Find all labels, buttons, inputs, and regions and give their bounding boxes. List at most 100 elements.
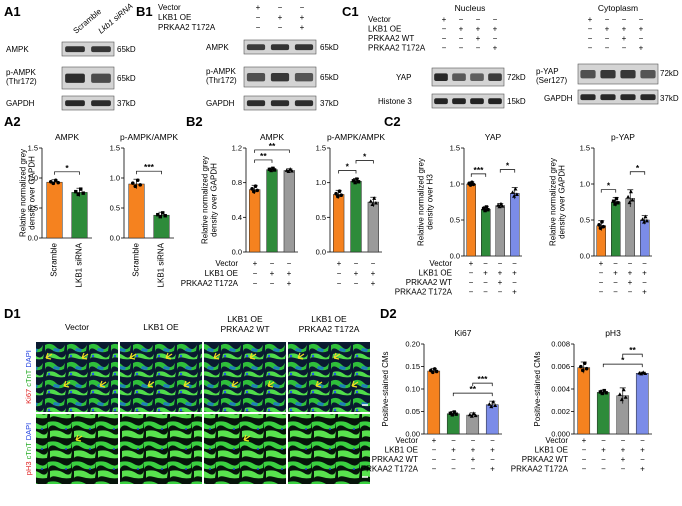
y-axis-label-line: Positive-stained CMs (533, 351, 542, 426)
a1-row-label-line: GAPDH (6, 99, 35, 108)
c1-sign: + (476, 25, 481, 34)
b2-left-sign: + (287, 269, 292, 278)
c2-right-sign: − (642, 278, 647, 287)
d2-right-condition-label: LKB1 OE (535, 446, 568, 455)
d2-left-sign: − (490, 436, 495, 445)
data-point (434, 369, 439, 374)
b1-sign: − (278, 23, 283, 32)
b1-sign: − (278, 3, 283, 12)
b2-right-sign: − (354, 259, 359, 268)
c1-sign: − (476, 15, 481, 24)
c1-sign: − (493, 34, 498, 43)
bar (333, 194, 345, 253)
c1-blot-band (470, 98, 484, 105)
data-point (337, 189, 342, 194)
c2-right-sign: + (599, 259, 604, 268)
c2-right-sign: − (628, 288, 633, 297)
d2-left-condition-label: Vector (395, 436, 418, 445)
bar (427, 370, 441, 435)
arrow-marker-icon (249, 352, 257, 360)
c2-right-sign: − (628, 259, 633, 268)
y-tick-label: 1.5 (110, 144, 120, 153)
significance-bracket (470, 173, 487, 177)
c1-sign: + (476, 34, 481, 43)
b1-blot-band (270, 100, 290, 107)
data-point (138, 183, 143, 187)
arrow-marker-icon (213, 352, 221, 360)
b2-right-sign: − (354, 279, 359, 288)
significance-label: * (65, 163, 69, 173)
c1-sign: + (622, 25, 627, 34)
d2-right-sign: − (582, 446, 587, 455)
significance-bracket (338, 170, 357, 174)
data-point (163, 214, 167, 218)
data-point (497, 204, 502, 209)
stain-label-ki67-part: DAPI (24, 350, 33, 370)
d2-left-condition-label: PRKAA2 WT (372, 455, 418, 464)
c1-sign: − (588, 34, 593, 43)
y-tick-label: 0.004 (551, 385, 570, 394)
c1-blot-band (452, 98, 466, 105)
d2-right-sign: + (640, 465, 645, 474)
c1-sign: − (493, 15, 498, 24)
data-point (255, 188, 260, 193)
b2-right-sign: + (371, 269, 376, 278)
chart-title: YAP (485, 132, 502, 142)
c1-sign: + (622, 34, 627, 43)
data-point (481, 206, 486, 211)
y-tick-label: 1.0 (28, 174, 38, 183)
arrow-marker-icon (243, 434, 251, 442)
c2-right-sign: + (642, 269, 647, 278)
data-point (432, 367, 437, 371)
data-point (450, 413, 454, 417)
y-tick-label: 0.4 (232, 213, 242, 222)
b1-sign: − (256, 13, 261, 22)
c1-sign: − (588, 25, 593, 34)
b2-left-sign: − (253, 279, 258, 288)
c1-kd-label: 72kD (507, 73, 526, 82)
data-point (368, 199, 373, 203)
d2-left-sign: − (471, 465, 476, 474)
arrow-marker-icon (129, 352, 137, 360)
y-tick-label: 0.0 (110, 234, 120, 243)
data-point (286, 169, 291, 173)
data-point (452, 410, 456, 414)
data-point (339, 193, 344, 198)
b2-right-sign: − (337, 279, 342, 288)
c1-sign: + (493, 44, 498, 53)
y-axis-label-line: Positive-stained CMs (381, 351, 390, 426)
arrow-marker-icon (267, 380, 275, 388)
c2-left-sign: + (498, 269, 503, 278)
data-point (271, 166, 275, 171)
b2-left-sign: − (253, 269, 258, 278)
data-point (373, 200, 378, 205)
data-point (468, 183, 473, 187)
b1-row-label-line: (Thr172) (206, 76, 237, 85)
c1-row-label: YAP (396, 73, 411, 82)
c1-kd-label: 72kD (660, 69, 679, 78)
stain-label-ph3: pH3 cTnT DAPI (24, 423, 33, 475)
data-point (53, 178, 58, 183)
data-point (597, 223, 601, 227)
microscopy-column-label-line: PRKAA2 T172A (299, 324, 360, 334)
c1-sign: − (639, 15, 644, 24)
y-axis-label-line: Relative normalized grey (417, 158, 426, 246)
c1-sign: − (459, 34, 464, 43)
microscopy-tile-ki67 (204, 342, 286, 412)
y-tick-label: 0.5 (450, 216, 460, 225)
chart-b2-ampk: AMPK 0.0 0.4 0.8 1.2 Relative normalized grey… (201, 132, 298, 257)
c1-sign: + (459, 25, 464, 34)
c1-row-label: GAPDH (544, 94, 573, 103)
bar (485, 404, 499, 435)
c2-left-sign: − (469, 288, 474, 297)
b1-row-label-line: p-AMPK (206, 67, 236, 76)
c1-sign: − (622, 15, 627, 24)
data-point (370, 202, 375, 207)
b1-row-label: AMPK (206, 43, 229, 52)
bar (640, 219, 650, 257)
microscopy-column-label-line: PRKAA2 WT (220, 324, 269, 334)
panel-label-d2: D2 (380, 306, 397, 321)
microscopy-column-label-line: LKB1 OE (227, 314, 263, 324)
arrow-marker-icon (81, 352, 89, 360)
arrow-marker-icon (165, 352, 173, 360)
